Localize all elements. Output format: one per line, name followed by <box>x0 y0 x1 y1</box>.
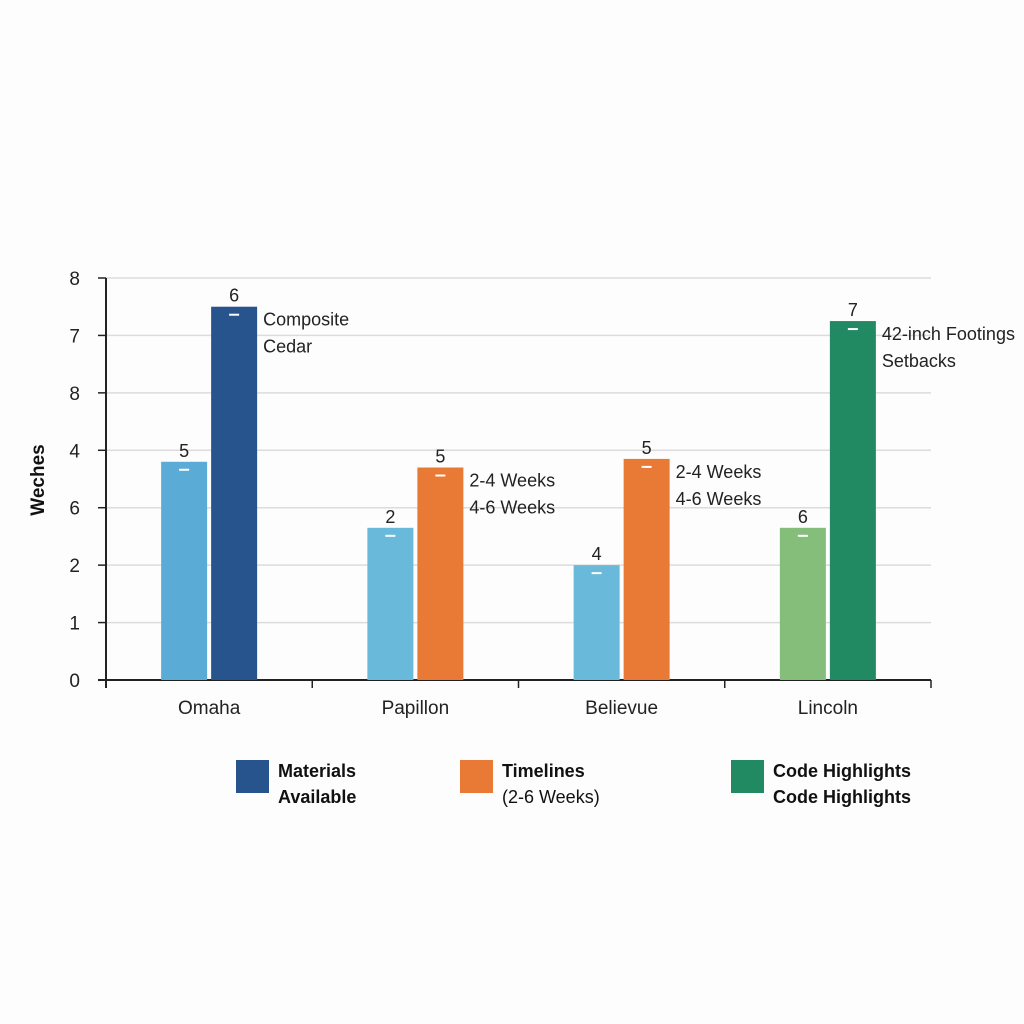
x-tick-label: Believue <box>585 698 658 719</box>
y-tick-label: 4 <box>69 441 80 462</box>
data-label: 5 <box>642 438 652 458</box>
annotation: 2-4 Weeks <box>676 462 762 482</box>
bar <box>623 458 670 680</box>
y-tick-label: 2 <box>69 556 80 577</box>
y-tick-label: 6 <box>69 499 80 520</box>
bar <box>161 461 208 680</box>
x-tick-label: Omaha <box>178 698 241 719</box>
y-tick-label: 0 <box>69 671 80 692</box>
bar <box>417 467 464 680</box>
legend-label: Code Highlights <box>773 787 911 807</box>
annotation: Cedar <box>263 337 312 357</box>
legend-label: Materials <box>278 761 357 781</box>
x-tick-label: Papillon <box>382 698 450 719</box>
data-label: 5 <box>179 441 189 461</box>
legend-label: (2-6 Weeks) <box>502 787 600 807</box>
bar <box>367 527 414 680</box>
annotation: Composite <box>263 310 349 330</box>
bar <box>211 306 258 680</box>
legend-text: Materials Available <box>278 758 356 810</box>
legend-label: Available <box>278 787 357 807</box>
legend-text: Timelines (2-6 Weeks) <box>502 758 600 810</box>
data-label: 2 <box>385 507 395 527</box>
y-tick-label: 1 <box>69 614 80 635</box>
legend-label: Code Highlights <box>773 761 911 781</box>
annotation: 42-inch Footings <box>882 324 1015 344</box>
legend-item: Materials Available <box>236 758 356 810</box>
legend-item: Code Highlights Code Highlights <box>731 758 911 810</box>
annotation: Setbacks <box>882 351 956 371</box>
bar <box>779 527 826 680</box>
bar <box>573 565 620 680</box>
legend-swatch <box>731 760 764 793</box>
y-tick-label: 7 <box>69 326 80 347</box>
y-axis-label: Weches <box>28 444 49 515</box>
annotation: 4-6 Weeks <box>676 489 762 509</box>
x-tick-label: Lincoln <box>798 698 858 719</box>
annotation: 4-6 Weeks <box>469 498 555 518</box>
bar <box>829 321 876 680</box>
data-label: 7 <box>848 300 858 320</box>
legend-item: Timelines (2-6 Weeks) <box>460 758 600 810</box>
annotation: 2-4 Weeks <box>469 471 555 491</box>
legend-swatch <box>460 760 493 793</box>
data-label: 6 <box>798 507 808 527</box>
y-tick-label: 8 <box>69 384 80 405</box>
legend-label: Timelines <box>502 761 585 781</box>
legend-swatch <box>236 760 269 793</box>
data-label: 6 <box>229 286 239 306</box>
data-label: 5 <box>435 447 445 467</box>
legend-text: Code Highlights Code Highlights <box>773 758 911 810</box>
data-label: 4 <box>592 544 602 564</box>
y-tick-label: 8 <box>69 269 80 290</box>
